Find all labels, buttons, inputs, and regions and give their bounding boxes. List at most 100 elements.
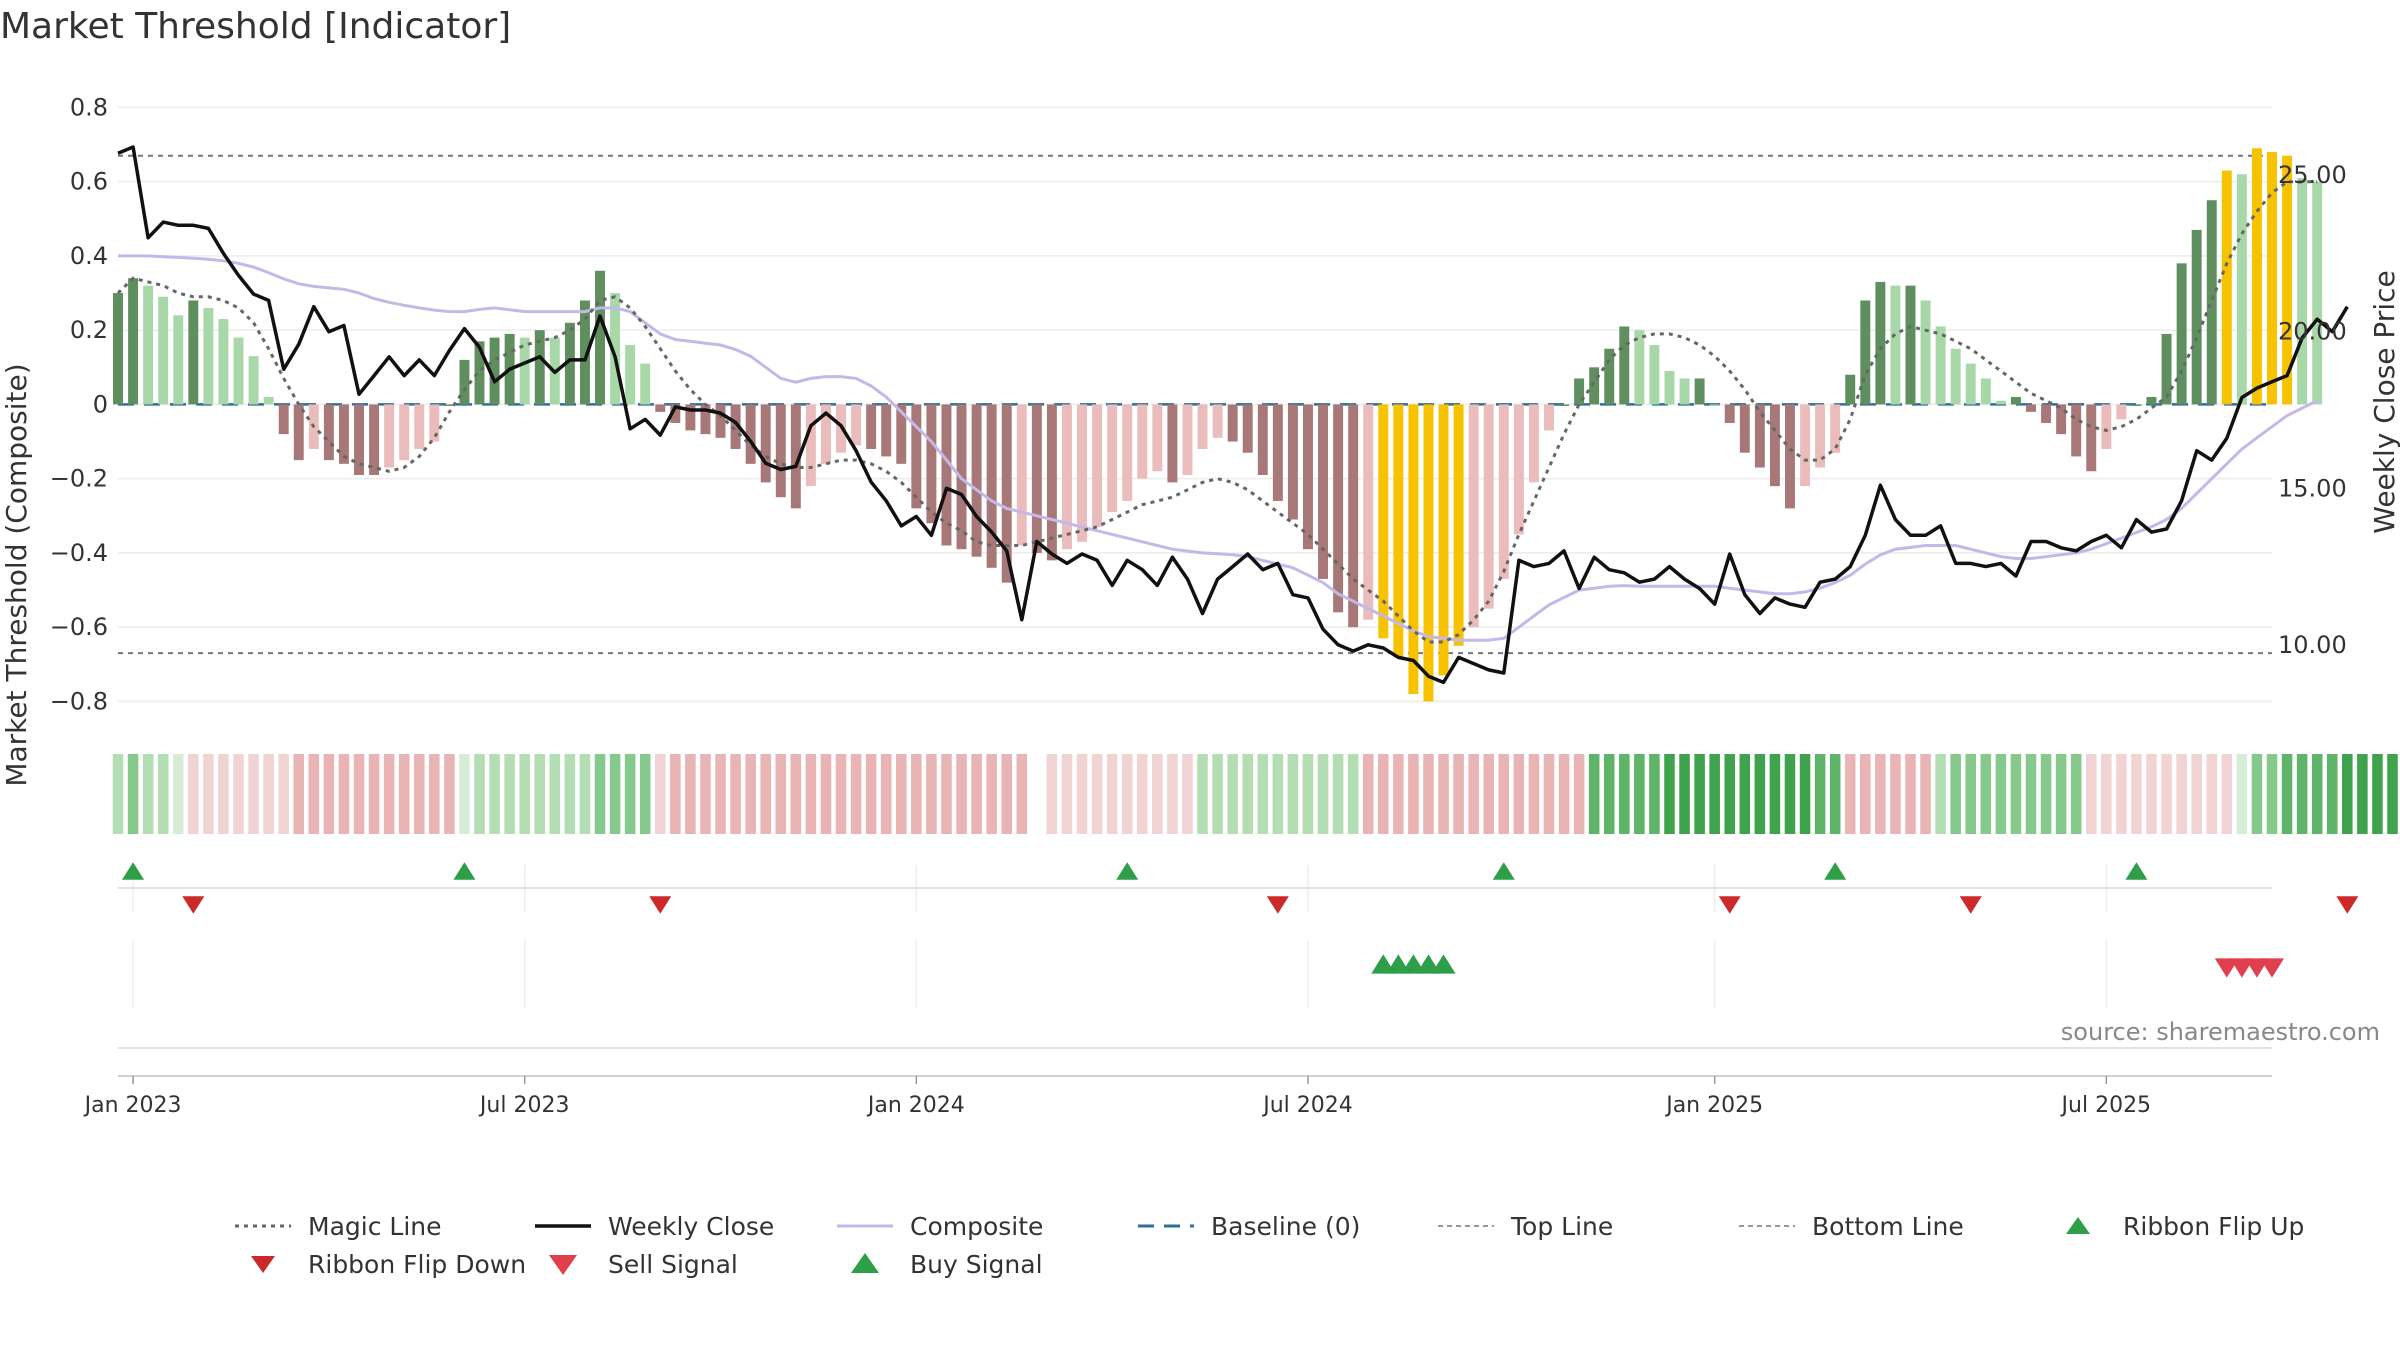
composite-bar [1513,404,1524,535]
composite-bar [1001,404,1012,583]
ribbon-cell [1844,754,1856,834]
ribbon-flip-up-marker [2125,862,2148,880]
ribbon-cell [880,754,892,834]
ribbon-cell [1588,754,1600,834]
composite-bar [670,404,681,423]
ribbon-cell [1754,754,1766,834]
ribbon-cell [1965,754,1977,834]
composite-bar [2282,155,2293,405]
ribbon-cell [2161,754,2172,834]
legend-label: Composite [910,1212,1043,1241]
composite-bar [1167,404,1178,483]
composite-bar [1333,404,1344,613]
composite-bar [700,404,711,435]
magic-line [116,180,2318,644]
ribbon-cell [941,754,952,834]
ribbon-cell [1061,754,1073,834]
ribbon-cell [971,754,982,834]
composite-bar [1995,400,2006,405]
composite-bar [399,404,410,461]
composite-bar [760,404,771,483]
composite-bar [2267,151,2277,405]
ribbon-cell [2266,754,2278,834]
composite-bar [1785,404,1795,509]
legend-swatch-sell [549,1255,577,1275]
ribbon-cell [2296,754,2308,834]
ribbon-cell [1769,754,1781,834]
composite-line [118,254,2318,642]
ribbon-cell [1558,754,1570,834]
ribbon-cell [1619,754,1630,834]
ribbon-cell [1242,754,1253,834]
composite-bar [534,330,545,405]
ribbon-flip-down-marker [2336,896,2359,914]
ribbon-flip-up-marker [1824,862,1847,880]
x-tick-label: Jul 2024 [1261,1093,1353,1118]
y-tick-label: 0.8 [70,93,108,121]
ribbon-cell [790,754,802,834]
composite-bar [745,404,756,464]
ribbon-cell [1829,754,1841,834]
composite-bar [2251,148,2262,405]
legend-label: Top Line [1510,1212,1613,1241]
ribbon-cell [1302,754,1314,834]
ribbon-flip-up-marker [122,862,145,880]
ribbon-cell [1573,754,1585,834]
legend-label: Ribbon Flip Up [2123,1212,2304,1241]
composite-bar [113,293,123,405]
x-tick-label: Jan 2023 [83,1093,182,1118]
composite-bar [1875,281,1886,405]
sell-signal-marker [2260,958,2284,978]
ribbon-cell [1905,754,1916,834]
ribbon-cell [1438,754,1449,834]
composite-bar [1257,404,1268,475]
ribbon-cell [2146,754,2157,834]
ribbon-cell [1408,754,1419,834]
source-note: source: sharemaestro.com [2061,1018,2380,1046]
composite-bar [790,404,801,509]
composite-bar [1619,326,1630,405]
composite-bar [595,270,605,405]
ribbon-cell [1950,754,1961,834]
ribbon-cell [534,754,546,834]
ribbon-flip-down-marker [1959,896,1982,914]
ribbon-cell [775,754,787,834]
composite-bar [1077,404,1087,542]
ribbon-cell [1513,754,1525,834]
ribbon-cell [2206,754,2218,834]
ribbon-cell [2191,754,2202,834]
ribbon-cell [1543,754,1555,834]
composite-bar [896,404,907,464]
ribbon-cell [2131,754,2142,834]
composite-bar [1092,404,1103,527]
composite-bar [1574,378,1585,405]
ribbon-cell [1709,754,1720,834]
composite-bar [2131,404,2142,406]
y2-tick-label: 10.00 [2278,631,2347,659]
ribbon-flip-down-marker [1266,896,1289,914]
ribbon-cell [127,754,139,834]
ribbon-cell [594,754,606,834]
x-axis: Jan 2023 Jul 2023 Jan 2024 Jul 2024 Jan 2025… [83,1075,2272,1118]
composite-bar [1242,404,1253,453]
ribbon-cell [383,754,395,834]
composite-bar [1393,404,1404,657]
composite-bar [866,404,877,449]
composite-bar [1197,404,1208,449]
ribbon-cell [1332,754,1344,834]
sell-signal-marker [2244,958,2269,978]
sell-signal-marker [2214,958,2239,978]
composite-bar [1031,404,1042,553]
composite-bar [218,319,229,405]
composite-bar [971,404,982,557]
composite-bar [489,337,500,405]
y-tick-label: −0.2 [50,465,108,493]
ribbon-cell [1347,754,1359,834]
composite-bar [323,404,334,461]
buy-signal-marker [1431,954,1456,974]
composite-bar [1061,404,1072,550]
legend-label: Buy Signal [910,1250,1043,1279]
composite-bar [384,404,395,468]
composite-bar [1800,404,1811,487]
